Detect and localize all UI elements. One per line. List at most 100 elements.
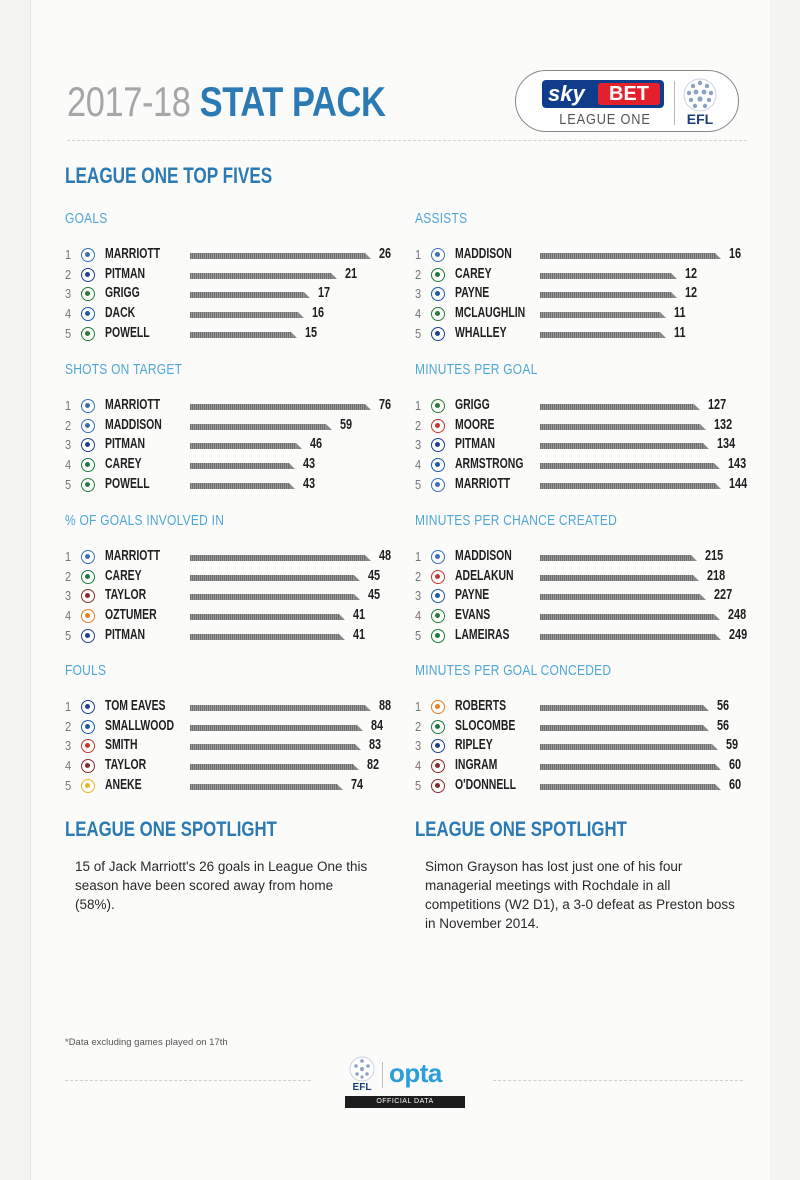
stat-bar <box>190 744 361 751</box>
opta-wordmark: opta <box>389 1058 442 1088</box>
stat-row: 4 CAREY 43 <box>65 456 395 476</box>
badge-divider <box>674 81 675 125</box>
club-crest-icon <box>431 778 445 793</box>
club-crest-icon <box>81 609 95 624</box>
league-one-label: LEAGUE ONE <box>559 111 651 128</box>
stat-panel: FOULS 1 TOM EAVES 88 2 SMALLWOOD 84 3 SMITH 83 4 TA… <box>65 662 395 796</box>
stat-value: 12 <box>685 265 698 282</box>
club-crest-icon <box>81 438 95 453</box>
stat-bar <box>540 614 720 621</box>
stat-bar-track <box>540 555 730 561</box>
stat-panel: MINUTES PER GOAL CONCEDED 1 ROBERTS 56 2 SLOC… <box>415 662 745 796</box>
club-crest-icon <box>431 628 445 643</box>
stat-row: 2 ADELAKUN 218 <box>415 568 745 588</box>
stat-bar <box>540 404 700 410</box>
club-crest-icon <box>81 550 95 564</box>
rank-number: 4 <box>415 306 422 322</box>
stat-bar <box>540 423 706 430</box>
club-crest-icon <box>431 477 445 492</box>
stat-bar-track <box>540 463 730 470</box>
official-data-label: OFFICIAL DATA <box>345 1096 465 1108</box>
stat-bar <box>190 292 310 299</box>
stat-rows: 1 TOM EAVES 88 2 SMALLWOOD 84 3 SMITH 83 4 TAYLOR 8… <box>65 698 395 796</box>
stat-bar <box>190 594 360 601</box>
stat-bar <box>540 292 677 299</box>
rank-number: 5 <box>415 777 422 793</box>
stat-row: 1 MADDISON 215 <box>415 548 745 568</box>
rank-number: 1 <box>65 247 72 262</box>
stat-bar <box>540 705 709 711</box>
stat-bar <box>190 404 371 410</box>
stat-panel: ASSISTS 1 MADDISON 16 2 CAREY 12 3 PAYNE 12 4 MCLAU… <box>415 210 745 344</box>
title-year: 2017-18 <box>67 78 191 125</box>
stat-row: 5 ANEKE 74 <box>65 777 395 797</box>
stat-bar <box>540 312 666 319</box>
rank-number: 3 <box>65 286 72 302</box>
rank-number: 4 <box>415 608 422 624</box>
stat-bar-track <box>190 574 380 581</box>
stat-value: 46 <box>310 436 323 453</box>
stat-row: 1 MADDISON 16 <box>415 246 745 266</box>
stat-row: 3 SMITH 83 <box>65 737 395 757</box>
club-crest-icon <box>81 307 95 322</box>
stat-row: 1 MARRIOTT 48 <box>65 548 395 568</box>
stat-value: 16 <box>729 246 742 262</box>
club-crest-icon <box>431 759 445 774</box>
stat-value: 11 <box>674 324 686 341</box>
stat-row: 2 MADDISON 59 <box>65 417 395 437</box>
stat-value: 60 <box>729 776 742 793</box>
stat-panel-title: MINUTES PER GOAL <box>415 361 538 378</box>
player-name: MARRIOTT <box>105 548 161 564</box>
stat-row: 5 POWELL 15 <box>65 325 395 345</box>
club-crest-icon <box>81 477 95 492</box>
stat-bar-track <box>540 633 730 640</box>
rank-number: 1 <box>415 549 422 564</box>
player-name: SMALLWOOD <box>105 717 175 734</box>
stat-rows: 1 GRIGG 127 2 MOORE 132 3 PITMAN 134 4 ARMSTRONG 14… <box>415 397 747 495</box>
stat-bar-track <box>540 404 730 410</box>
stat-row: 1 MARRIOTT 76 <box>65 397 395 417</box>
stat-bar-track <box>190 614 380 621</box>
stat-bar <box>540 443 709 450</box>
stat-rows: 1 MADDISON 16 2 CAREY 12 3 PAYNE 12 4 MCLAUGHLIN 11… <box>415 246 745 344</box>
club-crest-icon <box>431 700 445 714</box>
sky-bet-league-one-badge: sky BET LEAGUE ONE EFL <box>515 70 739 132</box>
rank-number: 4 <box>65 758 72 774</box>
rank-number: 2 <box>65 266 72 282</box>
club-crest-icon <box>431 438 445 453</box>
stat-value: 41 <box>353 626 366 643</box>
rank-number: 3 <box>65 437 72 453</box>
stat-bar <box>190 555 371 561</box>
stat-bar <box>190 614 345 621</box>
club-crest-icon <box>81 719 95 734</box>
stat-bar <box>190 312 304 319</box>
player-name: CAREY <box>105 456 142 473</box>
club-crest-icon <box>431 589 445 604</box>
stat-row: 3 GRIGG 17 <box>65 285 395 305</box>
stat-bar-track <box>190 312 380 319</box>
stat-row: 4 MCLAUGHLIN 11 <box>415 305 745 325</box>
bet-wordmark: BET <box>598 83 660 105</box>
club-crest-icon <box>431 550 445 564</box>
stat-bar <box>190 783 343 790</box>
stat-bar <box>540 574 699 581</box>
stat-bar-track <box>540 705 730 711</box>
stat-bar-track <box>190 272 380 279</box>
player-name: CAREY <box>455 265 492 282</box>
stat-bar <box>540 783 721 790</box>
club-crest-icon <box>81 326 95 341</box>
footer-rule-left <box>65 1080 311 1081</box>
player-name: MARRIOTT <box>105 397 161 413</box>
stat-value: 218 <box>707 567 726 584</box>
opta-efl-label: EFL <box>352 1082 372 1093</box>
rank-number: 3 <box>415 437 422 453</box>
rank-number: 3 <box>65 588 72 604</box>
stat-row: 4 DACK 16 <box>65 305 395 325</box>
club-crest-icon <box>81 287 95 302</box>
efl-label: EFL <box>686 111 714 127</box>
stat-bar <box>190 705 371 711</box>
stat-value: 41 <box>353 607 366 624</box>
efl-opta-logo: EFL opta OFFICIAL DATA <box>345 1052 465 1108</box>
player-name: ADELAKUN <box>455 567 514 584</box>
stat-bar <box>190 272 337 279</box>
